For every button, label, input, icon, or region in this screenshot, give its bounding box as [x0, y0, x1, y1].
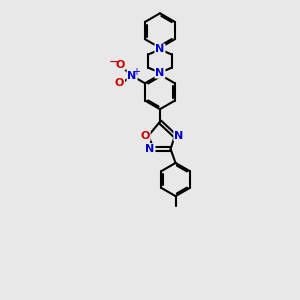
Text: N: N: [128, 71, 137, 81]
Text: N: N: [155, 44, 165, 55]
Text: O: O: [140, 131, 150, 141]
Text: +: +: [132, 67, 140, 76]
Text: −: −: [109, 56, 119, 69]
Text: O: O: [115, 78, 124, 88]
Text: N: N: [146, 144, 154, 154]
Text: N: N: [155, 68, 165, 78]
Text: O: O: [116, 60, 125, 70]
Text: N: N: [174, 131, 184, 141]
